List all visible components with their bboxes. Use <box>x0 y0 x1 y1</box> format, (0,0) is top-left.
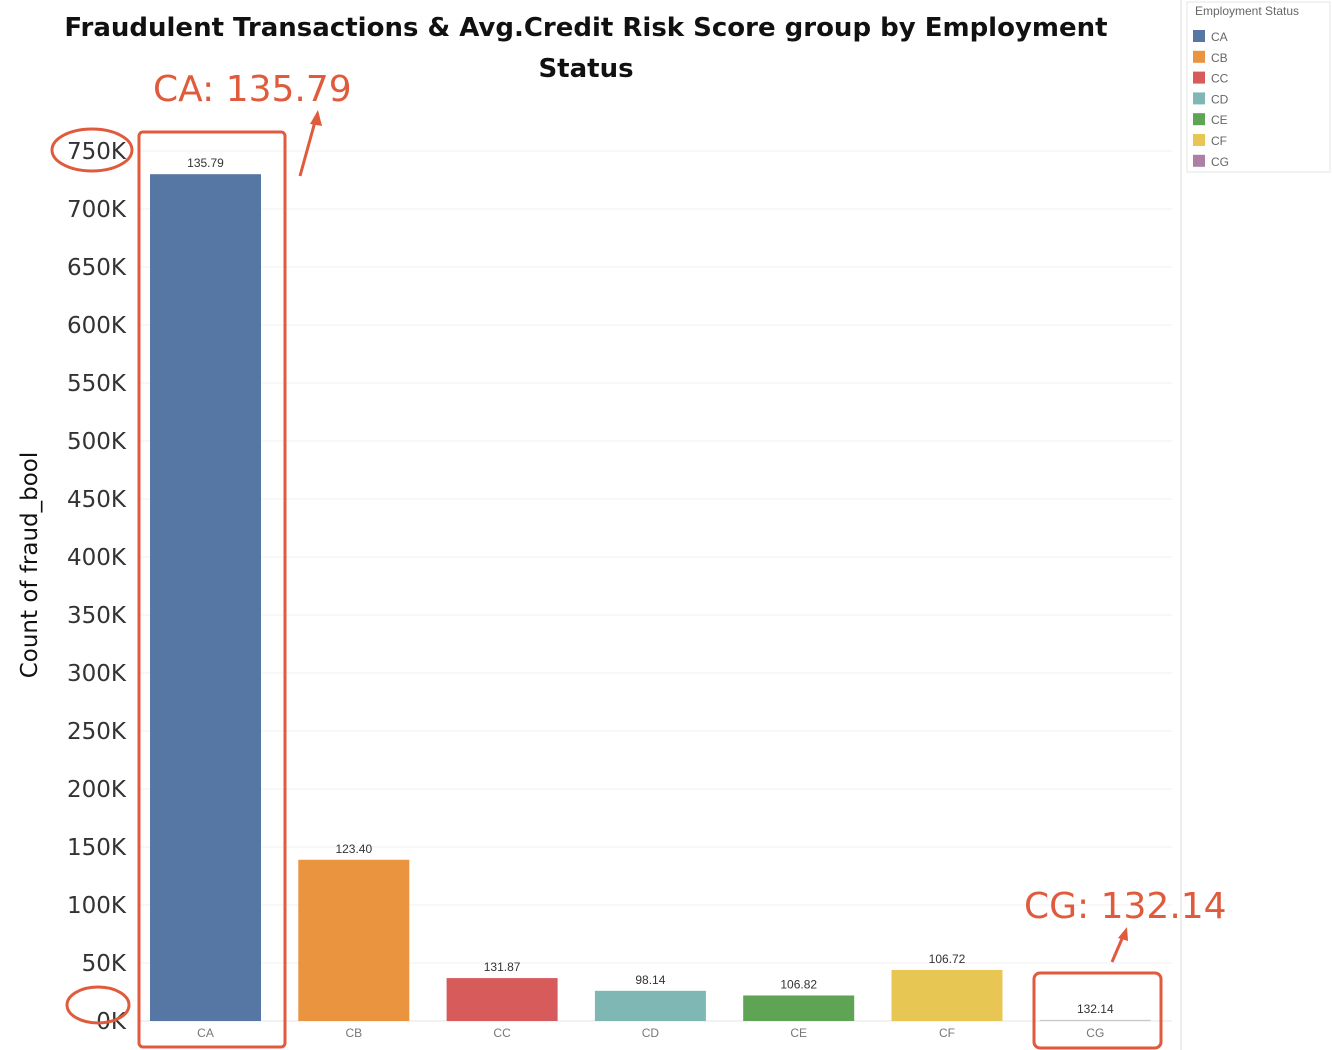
legend-label-ca: CA <box>1211 30 1228 44</box>
y-tick-label: 400K <box>67 545 127 571</box>
y-tick-label: 250K <box>67 719 127 745</box>
y-tick-label: 200K <box>67 777 127 803</box>
chart-title-line1: Fraudulent Transactions & Avg.Credit Ris… <box>64 13 1107 43</box>
annotation-circle-0k <box>65 985 131 1025</box>
data-label-cb: 123.40 <box>335 842 372 856</box>
legend-swatch-ce <box>1193 113 1205 126</box>
bars: 135.79 CA 123.40 CB 131.87 CC 98.14 CD 106.82 CE 1… <box>140 156 1172 1040</box>
legend-swatch-ca <box>1193 30 1205 42</box>
x-tick-label-ce: CE <box>790 1026 807 1040</box>
x-tick-label-ca: CA <box>197 1026 214 1040</box>
legend: Employment Status CA CB CC CD CE CF CG <box>1186 1 1331 173</box>
legend-swatch-cg <box>1193 154 1205 167</box>
x-tick-label-cf: CF <box>939 1026 955 1040</box>
y-axis-ticks: 0K50K100K150K200K250K300K350K400K450K500… <box>67 139 127 1035</box>
x-tick-label-cd: CD <box>642 1026 660 1040</box>
data-label-cd: 98.14 <box>635 973 665 987</box>
data-label-cf: 106.72 <box>929 952 966 966</box>
y-tick-label: 650K <box>67 255 127 281</box>
bar-cb <box>298 859 410 1021</box>
chart-title-line2: Status <box>538 54 633 84</box>
legend-title: Employment Status <box>1195 4 1299 18</box>
annotation-text-cg: CG: 132.14 <box>1024 886 1227 927</box>
y-tick-label: 300K <box>67 661 127 687</box>
bar-cg <box>1039 1019 1151 1021</box>
y-tick-label: 550K <box>67 371 127 397</box>
data-label-ca: 135.79 <box>187 156 224 170</box>
x-tick-label-cg: CG <box>1086 1026 1104 1040</box>
legend-swatch-cd <box>1193 92 1205 105</box>
annotation-arrowhead-cg <box>1118 927 1128 941</box>
y-tick-label: 600K <box>67 313 127 339</box>
y-tick-label: 700K <box>67 197 127 223</box>
y-tick-label: 750K <box>67 139 127 165</box>
legend-label-cb: CB <box>1211 51 1228 65</box>
bar-cd <box>594 990 706 1021</box>
legend-label-cc: CC <box>1211 72 1229 86</box>
annotation-circle-750k <box>50 127 134 173</box>
x-tick-label-cc: CC <box>493 1026 511 1040</box>
annotations: CA: 135.79 CG: 132.14 <box>50 69 1227 1050</box>
annotation-arrow-ca <box>298 117 318 177</box>
bar-cc <box>446 978 558 1021</box>
legend-label-cf: CF <box>1211 134 1227 148</box>
y-axis-label: Count of fraud_bool <box>17 452 43 679</box>
legend-swatch-cf <box>1193 134 1205 146</box>
legend-frame <box>1186 1 1331 173</box>
y-tick-label: 150K <box>67 835 127 861</box>
data-label-cg: 132.14 <box>1077 1002 1114 1016</box>
x-tick-label-cb: CB <box>345 1026 362 1040</box>
legend-label-ce: CE <box>1211 113 1228 127</box>
data-label-ce: 106.82 <box>780 977 817 991</box>
bar-cf <box>891 969 1003 1021</box>
y-tick-label: 350K <box>67 603 127 629</box>
annotation-box-ca <box>137 130 287 1049</box>
annotation-arrowhead-ca <box>310 110 322 126</box>
data-label-cc: 131.87 <box>484 960 521 974</box>
grid-lines <box>140 150 1172 964</box>
bar-ce <box>743 995 855 1021</box>
bar-ca <box>150 174 261 1021</box>
legend-label-cd: CD <box>1211 92 1229 106</box>
annotation-text-ca: CA: 135.79 <box>153 69 352 110</box>
legend-label-cg: CG <box>1211 155 1229 169</box>
legend-swatch-cc <box>1193 71 1205 84</box>
legend-swatch-cb <box>1193 50 1205 63</box>
annotation-box-cg <box>1032 971 1163 1050</box>
y-tick-label: 50K <box>82 951 127 977</box>
y-tick-label: 100K <box>67 893 127 919</box>
y-tick-label: 500K <box>67 429 127 455</box>
y-tick-label: 450K <box>67 487 127 513</box>
